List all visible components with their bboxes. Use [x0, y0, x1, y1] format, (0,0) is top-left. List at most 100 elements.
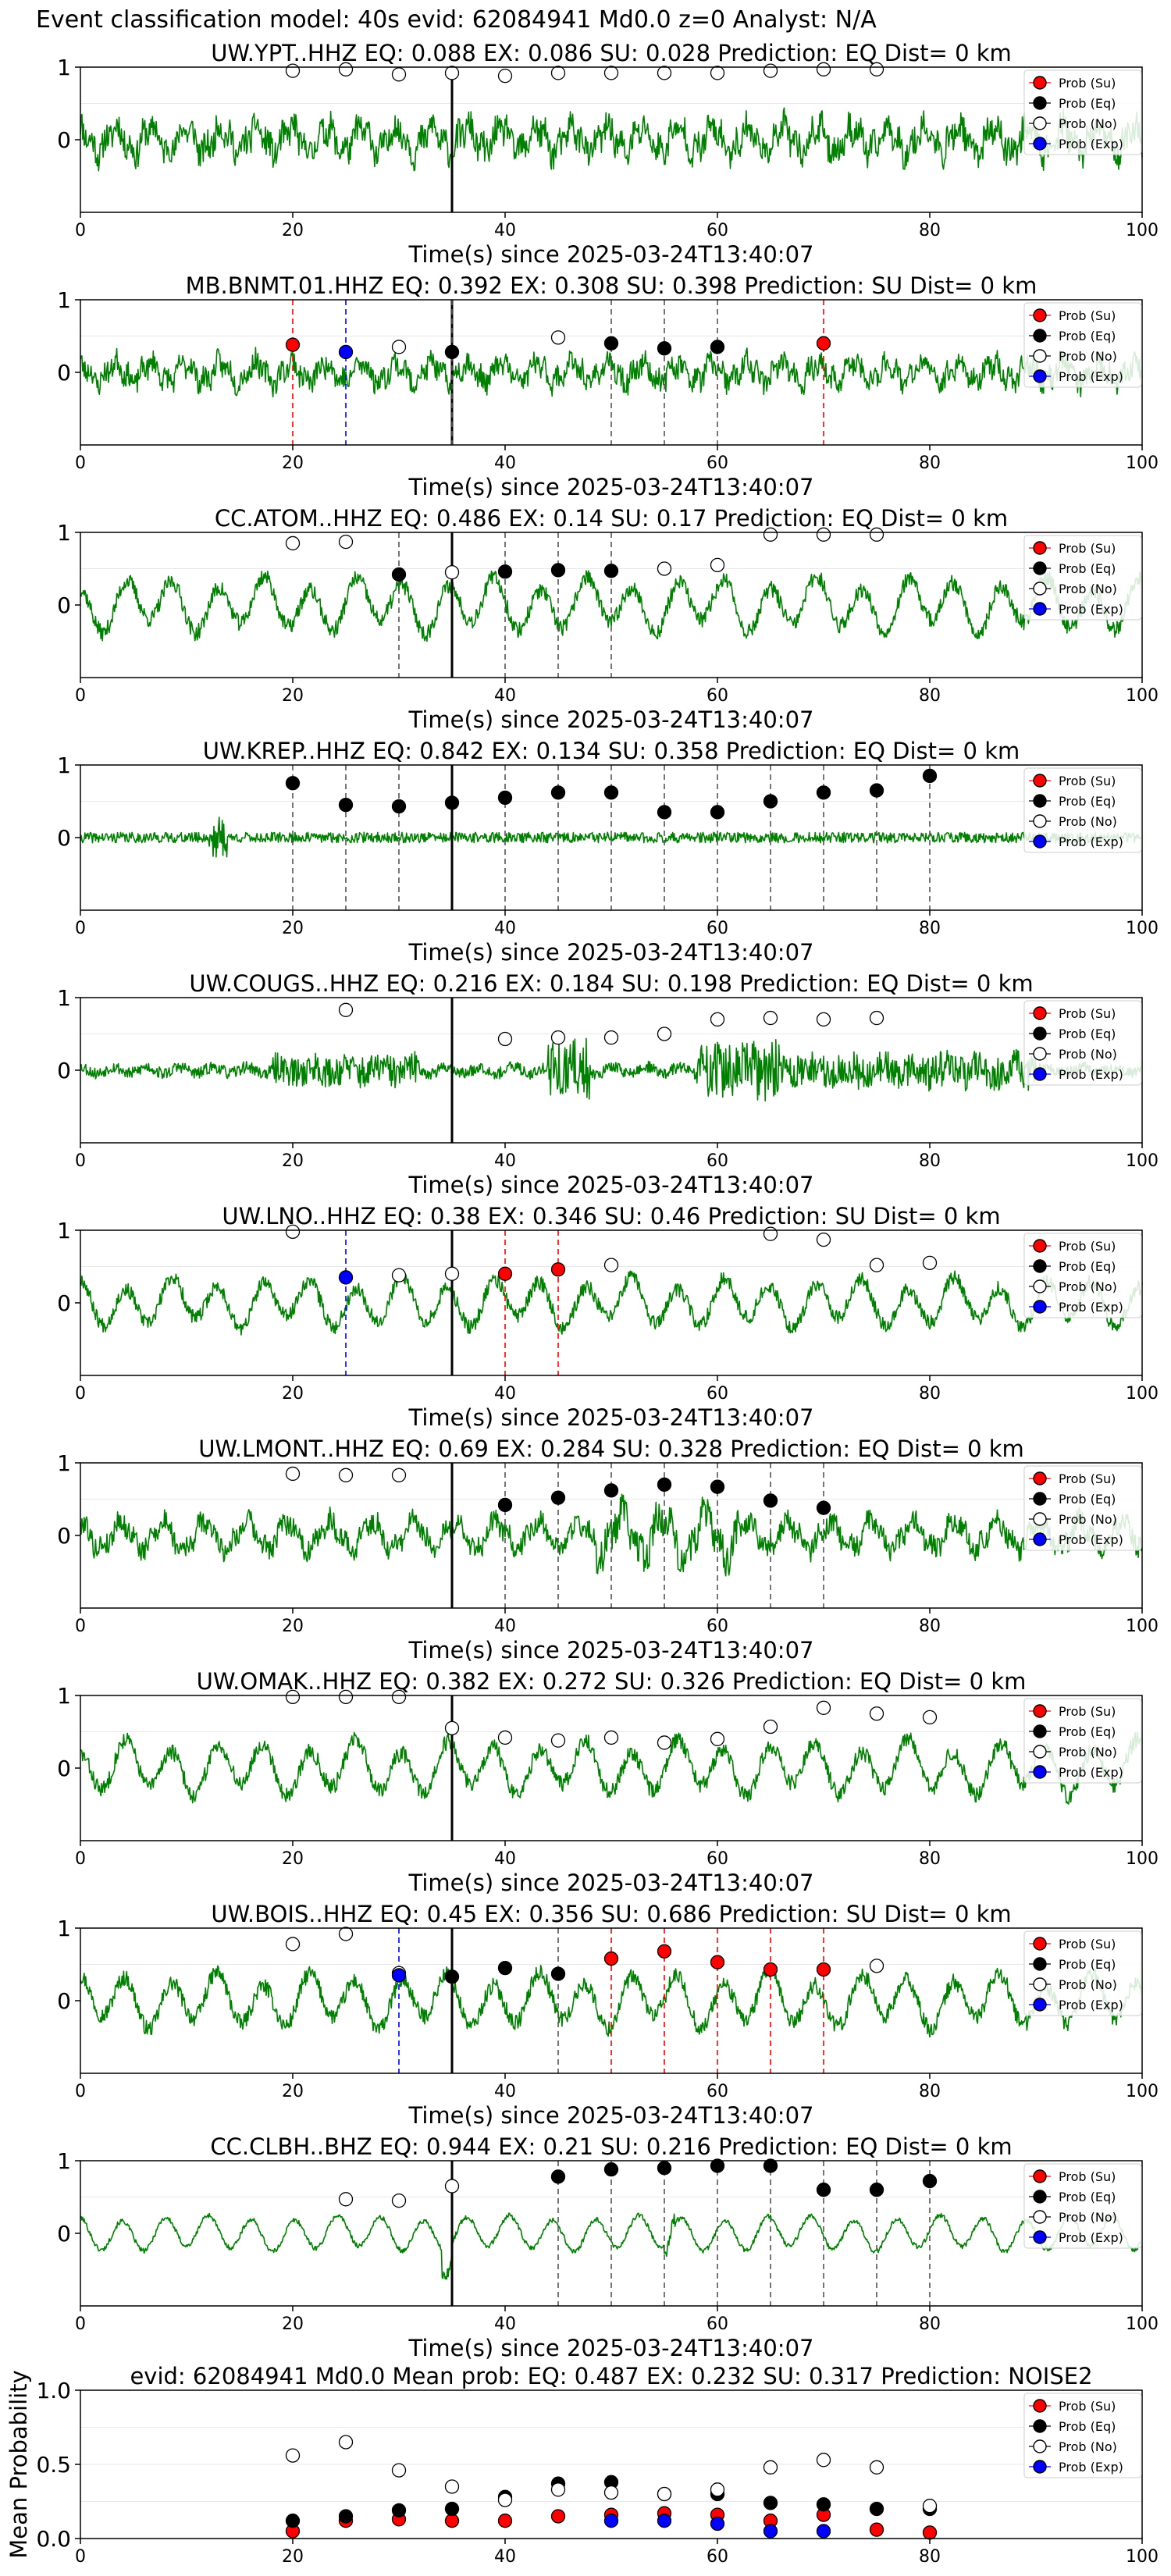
- prob-point-eq: [816, 2183, 831, 2197]
- waveform-trace: [80, 2212, 1143, 2280]
- legend-label-su: Prob (Su): [1059, 1704, 1116, 1719]
- legend-label-su: Prob (Su): [1059, 76, 1116, 91]
- legend-marker-su: [1033, 2169, 1047, 2183]
- legend-label-no: Prob (No): [1059, 814, 1117, 829]
- y-tick-label: 1: [57, 1218, 71, 1244]
- mean-point-eq: [444, 2501, 460, 2517]
- x-tick-label: 20: [282, 2314, 304, 2334]
- panel-uw-lno--hhz: UW.LNO..HHZ EQ: 0.38 EX: 0.346 SU: 0.46 …: [57, 1203, 1159, 1431]
- x-tick-label: 40: [494, 686, 516, 706]
- prob-point-no: [285, 535, 301, 551]
- x-tick-label: 20: [282, 1849, 304, 1869]
- prob-point-no: [550, 1030, 566, 1045]
- prob-point-su: [285, 337, 301, 352]
- y-tick-label: 1: [57, 1683, 71, 1709]
- x-tick-label: 0: [75, 686, 86, 706]
- legend-marker-no: [1033, 349, 1047, 363]
- legend-marker-no: [1033, 1745, 1047, 1759]
- prob-point-exp: [391, 1968, 407, 1983]
- legend-label-eq: Prob (Eq): [1059, 794, 1116, 809]
- prob-point-no: [869, 62, 884, 76]
- panel-title: MB.BNMT.01.HHZ EQ: 0.392 EX: 0.308 SU: 0…: [186, 272, 1038, 299]
- legend-label-exp: Prob (Exp): [1059, 2230, 1123, 2245]
- prob-point-no: [763, 63, 778, 78]
- x-tick-label: 40: [494, 1151, 516, 1171]
- prob-point-no: [710, 557, 725, 572]
- x-tick-label: 60: [707, 1384, 728, 1404]
- y-tick-label: 0: [57, 825, 71, 851]
- prob-point-no: [391, 1268, 407, 1283]
- prob-point-eq: [657, 341, 672, 356]
- x-tick-label: 60: [707, 221, 728, 240]
- prob-point-no: [285, 1937, 301, 1952]
- x-tick-label: 40: [494, 454, 516, 473]
- prob-point-no: [285, 1466, 301, 1482]
- prob-point-no: [816, 1700, 831, 1715]
- mean-point-su: [444, 2514, 460, 2528]
- prob-point-no: [869, 1706, 884, 1721]
- prob-point-no: [869, 1959, 884, 1973]
- prob-point-eq: [603, 785, 619, 800]
- legend-label-no: Prob (No): [1059, 1279, 1117, 1294]
- legend-label-no: Prob (No): [1059, 2439, 1117, 2454]
- x-tick-label: 100: [1126, 1617, 1159, 1636]
- legend-label-no: Prob (No): [1059, 1745, 1117, 1759]
- x-tick-label: 100: [1126, 1384, 1159, 1404]
- mean-point-eq: [338, 2509, 354, 2524]
- x-tick-label: 100: [1126, 221, 1159, 240]
- x-tick-label: 100: [1126, 1849, 1159, 1869]
- x-tick-label: 20: [282, 919, 304, 938]
- panel-uw-omak--hhz: UW.OMAK..HHZ EQ: 0.382 EX: 0.272 SU: 0.3…: [57, 1668, 1159, 1896]
- prob-point-no: [338, 1002, 354, 1017]
- x-tick-label: 60: [707, 454, 728, 473]
- x-tick-label: 100: [1126, 454, 1159, 473]
- legend-label-no: Prob (No): [1059, 349, 1117, 364]
- x-tick-label: 0: [75, 1849, 86, 1869]
- prob-point-eq: [603, 2162, 619, 2177]
- prob-point-su: [657, 1944, 672, 1959]
- legend-label-no: Prob (No): [1059, 1047, 1117, 1062]
- legend-label-eq: Prob (Eq): [1059, 1259, 1116, 1274]
- legend-label-exp: Prob (Exp): [1059, 369, 1123, 384]
- legend-marker-exp: [1033, 137, 1047, 151]
- legend-marker-no: [1033, 116, 1047, 130]
- prob-point-eq: [922, 768, 938, 784]
- prob-point-no: [285, 1224, 301, 1240]
- prob-point-no: [816, 1232, 831, 1247]
- prob-point-no: [710, 1012, 725, 1027]
- x-tick-label: 80: [919, 686, 941, 706]
- y-tick-label: 0: [57, 2221, 71, 2247]
- prob-point-su: [710, 1955, 725, 1969]
- legend-label-exp: Prob (Exp): [1059, 2460, 1123, 2475]
- x-axis-label: Time(s) since 2025-03-24T13:40:07: [408, 939, 814, 966]
- waveform-trace: [80, 107, 1143, 172]
- legend-label-su: Prob (Su): [1059, 541, 1116, 556]
- prob-point-eq: [816, 1500, 831, 1515]
- x-tick-label: 40: [494, 1384, 516, 1404]
- x-tick-label: 0: [75, 221, 86, 240]
- legend-label-eq: Prob (Eq): [1059, 1492, 1116, 1507]
- x-tick-label: 20: [282, 2547, 304, 2567]
- y-tick-label: 0: [57, 592, 71, 618]
- y-tick-label: 0: [57, 1523, 71, 1549]
- x-tick-label: 40: [494, 2082, 516, 2101]
- prob-point-no: [657, 66, 672, 80]
- prob-point-su: [763, 1962, 778, 1977]
- legend-label-eq: Prob (Eq): [1059, 1957, 1116, 1972]
- plot-area: [80, 1695, 1142, 1841]
- y-axis-label: Mean Probability: [5, 2370, 32, 2559]
- legend-marker-eq: [1033, 1724, 1047, 1738]
- mean-point-no: [922, 2499, 938, 2514]
- x-tick-label: 20: [282, 686, 304, 706]
- legend-box: [1023, 1233, 1142, 1318]
- waveform-trace: [80, 1270, 1143, 1336]
- x-tick-label: 60: [707, 1151, 728, 1171]
- legend-marker-eq: [1033, 2190, 1047, 2204]
- prob-point-eq: [444, 344, 460, 360]
- legend-label-su: Prob (Su): [1059, 308, 1116, 323]
- x-tick-label: 60: [707, 2547, 728, 2567]
- x-tick-label: 80: [919, 919, 941, 938]
- y-tick-label: 1: [57, 55, 71, 80]
- prob-point-su: [497, 1266, 513, 1281]
- prob-point-no: [338, 1468, 354, 1482]
